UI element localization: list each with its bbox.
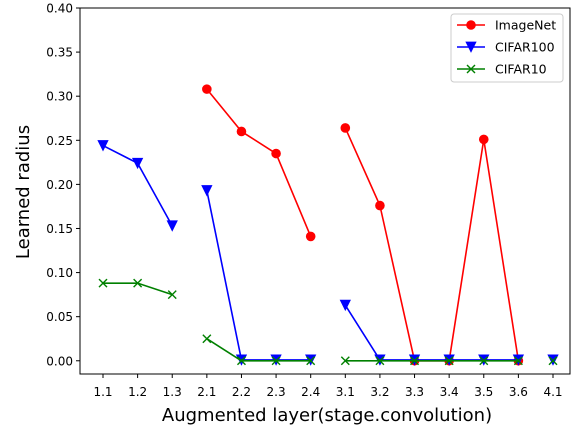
data-point-x: [306, 356, 316, 366]
data-point-circle: [271, 148, 281, 159]
x-tick-label: 3.6: [509, 385, 528, 399]
y-tick-label: 0.30: [46, 90, 73, 104]
data-point-x: [340, 356, 350, 366]
x-tick-label: 3.1: [336, 385, 355, 399]
data-point-triangle: [97, 140, 109, 152]
y-tick-label: 0.05: [46, 310, 73, 324]
plot-area: [97, 84, 559, 366]
legend-entry-cifar100: CIFAR100: [457, 40, 555, 55]
data-point-triangle: [166, 220, 178, 232]
y-axis-title: Learned radius: [13, 125, 34, 259]
x-tick-label: 3.4: [440, 385, 459, 399]
series-line: [206, 88, 312, 237]
data-point-x: [548, 356, 558, 366]
x-tick-label: 2.1: [197, 385, 216, 399]
data-point-circle: [202, 84, 212, 94]
data-point-x: [167, 290, 177, 300]
series-line: [102, 144, 173, 227]
x-axis-title: Augmented layer(stage.convolution): [162, 405, 492, 426]
y-tick-label: 0.15: [46, 222, 73, 236]
data-point-triangle: [201, 185, 213, 197]
y-tick-label: 0.00: [46, 354, 73, 368]
series-cifar10: [98, 278, 558, 366]
data-point-x: [444, 356, 454, 366]
series-line: [344, 127, 520, 362]
legend-entry-cifar10: CIFAR10: [457, 62, 547, 77]
data-point-x: [236, 356, 246, 366]
x-axis: 1.1 1.2 1.3 2.1 2.2 2.3 2.4 3.1 3.2 3.3 3.4 3.5 3.6 4…: [93, 374, 563, 399]
series-line: [344, 304, 519, 361]
x-tick-label: 4.1: [543, 385, 562, 399]
series-line: [206, 190, 311, 361]
x-tick-label: 3.3: [405, 385, 424, 399]
data-point-x: [271, 356, 281, 366]
y-axis: 0.00 0.05 0.10 0.15 0.20 0.25 0.30 0.35 0.40: [46, 2, 80, 368]
legend-label: CIFAR10: [495, 62, 547, 77]
data-point-triangle: [339, 299, 351, 312]
data-point-circle: [236, 126, 247, 137]
data-point-x: [410, 356, 420, 366]
plot-frame: [79, 7, 571, 375]
data-point-x: [466, 64, 476, 74]
y-tick-label: 0.25: [46, 134, 73, 148]
data-point-x: [202, 334, 212, 344]
data-point-x: [375, 356, 385, 366]
legend-entry-imagenet: ImageNet: [457, 18, 556, 33]
data-point-circle: [466, 20, 476, 30]
data-point-circle: [478, 134, 489, 145]
series-line: [103, 282, 173, 296]
x-tick-label: 1.1: [93, 385, 112, 399]
legend-label: CIFAR100: [495, 40, 555, 55]
x-tick-label: 3.5: [474, 385, 493, 399]
legend-box: [450, 13, 564, 83]
x-tick-label: 1.2: [128, 385, 147, 399]
series-imagenet: [202, 84, 524, 366]
data-point-triangle: [465, 41, 477, 53]
data-point-x: [479, 356, 489, 366]
y-tick-label: 0.10: [46, 266, 73, 280]
data-point-circle: [340, 123, 351, 133]
data-point-x: [98, 278, 108, 288]
series-line: [206, 338, 311, 362]
x-tick-label: 2.2: [232, 385, 251, 399]
x-tick-label: 2.3: [267, 385, 286, 399]
legend: ImageNet CIFAR100 CIFAR10: [450, 13, 564, 83]
data-point-x: [513, 356, 523, 366]
legend-label: ImageNet: [495, 18, 556, 33]
x-tick-label: 2.4: [301, 385, 320, 399]
x-tick-label: 3.2: [370, 385, 389, 399]
data-point-circle: [375, 200, 385, 211]
y-tick-label: 0.20: [46, 178, 73, 192]
x-tick-label: 1.3: [163, 385, 182, 399]
y-tick-label: 0.35: [46, 46, 73, 60]
y-tick-label: 0.40: [46, 2, 73, 16]
data-point-circle: [305, 231, 316, 242]
data-point-triangle: [131, 157, 144, 170]
data-point-x: [133, 278, 143, 288]
